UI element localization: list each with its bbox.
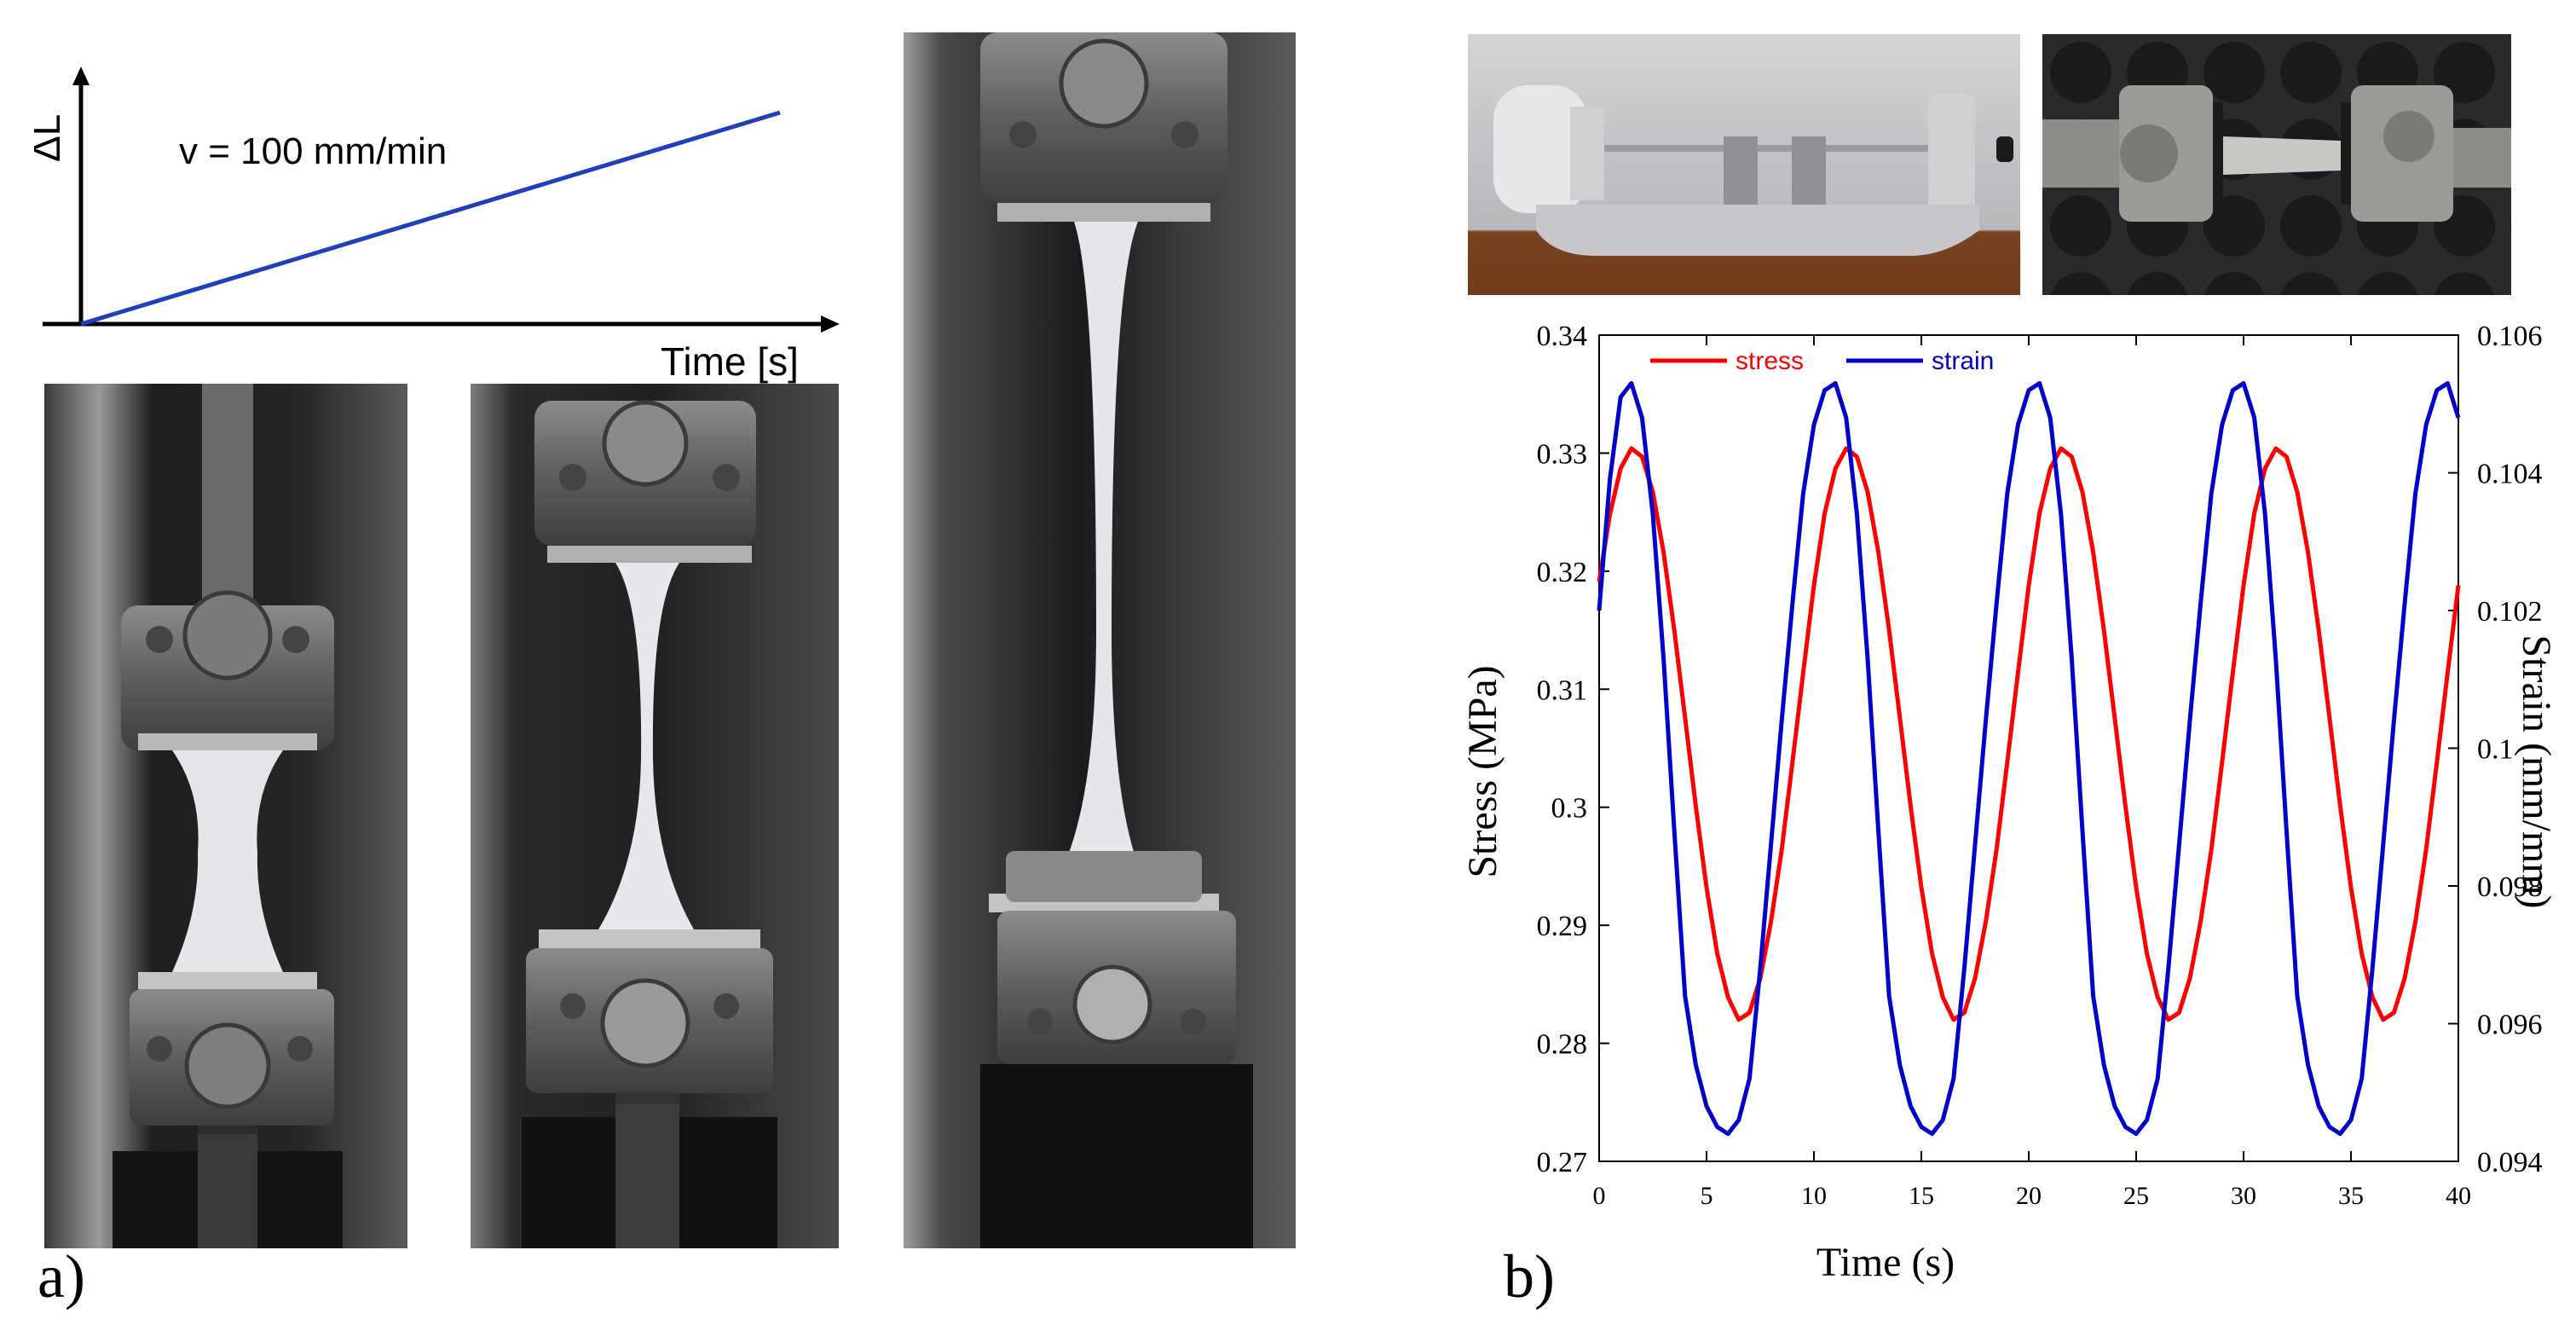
- panel-b-label: b): [1504, 1242, 1555, 1311]
- x-tick-label: 0: [1593, 1182, 1606, 1210]
- x-tick-label: 5: [1701, 1182, 1713, 1210]
- y-tick-label: 0.31: [1537, 674, 1588, 706]
- ramp-x-axis-label: Time [s]: [661, 339, 799, 384]
- legend-label-strain: strain: [1932, 347, 1994, 375]
- y2-axis-label: Strain (mm/mm): [2514, 634, 2559, 908]
- ramp-y-axis-label: ΔL: [34, 114, 68, 162]
- ramp-diagram: ΔL v = 100 mm/min Time [s]: [34, 67, 840, 384]
- y2-tick-label: 0.098: [2477, 871, 2543, 903]
- y-tick-label: 0.28: [1537, 1029, 1588, 1061]
- x-tick-label: 25: [2123, 1182, 2149, 1210]
- dma-fixture-top-photo: [2042, 34, 2511, 295]
- legend-label-stress: stress: [1736, 347, 1804, 375]
- specimen-initial-photo: [44, 384, 407, 1248]
- x-tick-label: 20: [2016, 1182, 2042, 1210]
- y-tick-label: 0.34: [1537, 321, 1588, 352]
- y2-tick-label: 0.102: [2477, 596, 2543, 628]
- y2-tick-label: 0.104: [2477, 459, 2543, 490]
- y-tick-label: 0.3: [1551, 793, 1588, 825]
- x-tick-label: 30: [2231, 1182, 2256, 1210]
- stress-strain-chart: 0 5 10 15 20 25 30 35 40 0.27 0.28 0.29 0.3 0.31 0.32 0…: [1460, 321, 2559, 1285]
- series-line-strain: [1597, 381, 2461, 1137]
- y-tick-label: 0.29: [1537, 911, 1588, 942]
- plot-frame: [1598, 334, 2459, 1162]
- y-tick-label: 0.32: [1537, 557, 1588, 588]
- panel-a-label: a): [38, 1242, 85, 1311]
- specimen-elongated-photo: [904, 32, 1296, 1248]
- y-tick-label: 0.27: [1537, 1147, 1588, 1178]
- x-axis-label: Time (s): [1816, 1240, 1955, 1285]
- y2-tick-label: 0.1: [2477, 734, 2514, 766]
- panel-b: 0 5 10 15 20 25 30 35 40 0.27 0.28 0.29 0.3 0.31 0.32 0…: [1313, 0, 2576, 1337]
- specimen-necking-photo: [471, 384, 839, 1248]
- y-axis-label: Stress (MPa): [1460, 665, 1505, 877]
- x-tick-label: 15: [1909, 1182, 1934, 1210]
- y2-tick-label: 0.096: [2477, 1010, 2543, 1041]
- ramp-x-arrowhead: [821, 315, 840, 333]
- panel-a: ΔL v = 100 mm/min Time [s]: [34, 32, 1296, 1311]
- x-tick-label: 40: [2446, 1182, 2471, 1210]
- ramp-rate-label: v = 100 mm/min: [179, 130, 447, 172]
- series-line-stress: [1597, 446, 2461, 1022]
- x-tick-label: 35: [2338, 1182, 2364, 1210]
- dma-fixture-side-photo: [1468, 34, 2020, 295]
- y2-tick-label: 0.094: [2477, 1147, 2543, 1178]
- y2-tick-label: 0.106: [2477, 321, 2543, 352]
- y-tick-label: 0.33: [1537, 438, 1588, 470]
- ramp-y-arrowhead: [72, 67, 90, 85]
- x-tick-label: 10: [1801, 1182, 1827, 1210]
- ramp-line: [80, 110, 781, 327]
